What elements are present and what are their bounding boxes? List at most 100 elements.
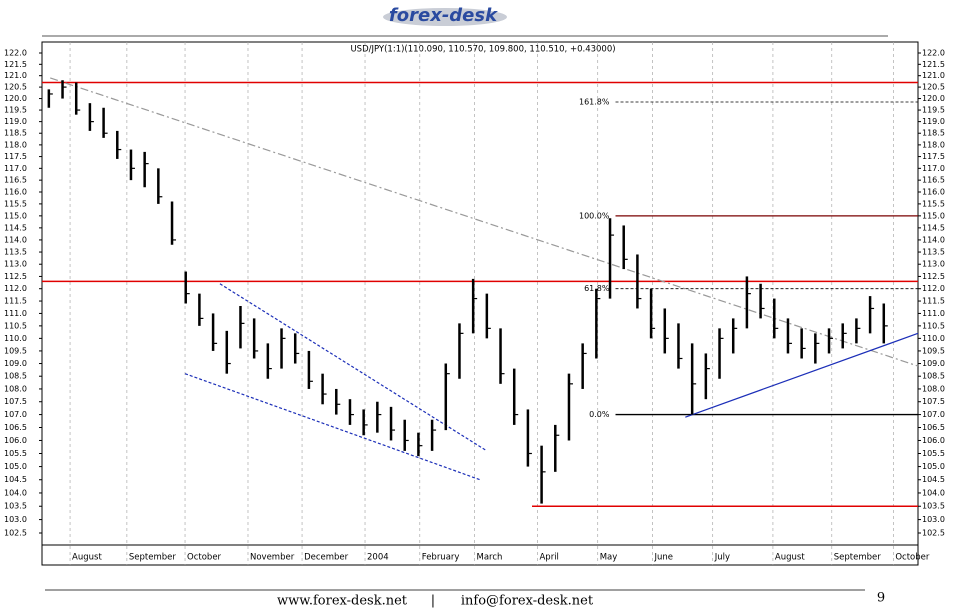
- y-tick-label: 107.0: [4, 410, 27, 419]
- y-tick-label: 113.0: [4, 260, 27, 269]
- fib-label: 0.0%: [589, 410, 610, 419]
- y2-tick-label: 108.5: [922, 372, 945, 381]
- y-tick-label: 108.5: [4, 372, 27, 381]
- y2-tick-label: 113.5: [922, 248, 945, 257]
- y-tick-label: 122.0: [4, 49, 27, 58]
- y-tick-label: 115.0: [4, 211, 27, 220]
- y2-tick-label: 120.5: [922, 83, 945, 92]
- y2-tick-label: 116.5: [922, 176, 945, 185]
- y-tick-label: 106.5: [4, 423, 27, 432]
- x-tick-label: September: [834, 553, 881, 563]
- logo-swoosh: [383, 8, 507, 26]
- y2-tick-label: 105.0: [922, 462, 945, 471]
- y-tick-label: 108.0: [4, 384, 27, 393]
- y-tick-label: 116.0: [4, 187, 27, 196]
- footer-email: info@forex-desk.net: [461, 594, 594, 609]
- x-tick-label: October: [895, 553, 930, 563]
- y2-tick-label: 114.5: [922, 223, 945, 232]
- y2-tick-label: 106.0: [922, 436, 945, 445]
- y-tick-label: 104.0: [4, 488, 27, 497]
- y-tick-label: 107.5: [4, 397, 27, 406]
- trendline: [685, 332, 919, 418]
- y-tick-label: 116.5: [4, 176, 27, 185]
- x-tick-label: March: [477, 553, 503, 563]
- y2-tick-label: 103.5: [922, 502, 945, 511]
- y-tick-label: 120.0: [4, 94, 27, 103]
- y2-tick-label: 117.5: [922, 152, 945, 161]
- footer-separator: |: [431, 594, 435, 609]
- y2-tick-label: 118.5: [922, 129, 945, 138]
- y2-tick-label: 122.0: [922, 49, 945, 58]
- x-tick-label: December: [304, 553, 349, 563]
- x-tick-label: May: [600, 553, 618, 563]
- y2-tick-label: 108.0: [922, 384, 945, 393]
- logo: forex-desk: [389, 5, 498, 26]
- x-tick-label: August: [775, 553, 805, 563]
- y-tick-label: 105.0: [4, 462, 27, 471]
- x-tick-label: October: [187, 553, 222, 563]
- footer-website: www.forex-desk.net: [277, 594, 408, 609]
- y-tick-label: 112.5: [4, 272, 27, 281]
- y2-tick-label: 117.0: [922, 164, 945, 173]
- y2-tick-label: 115.5: [922, 199, 945, 208]
- y2-tick-label: 113.0: [922, 260, 945, 269]
- y2-tick-label: 107.0: [922, 410, 945, 419]
- y2-tick-label: 105.5: [922, 449, 945, 458]
- y2-tick-label: 112.5: [922, 272, 945, 281]
- y-tick-label: 121.0: [4, 71, 27, 80]
- y2-tick-label: 109.5: [922, 346, 945, 355]
- y2-tick-label: 107.5: [922, 397, 945, 406]
- y2-tick-label: 111.0: [922, 309, 945, 318]
- y-tick-label: 103.5: [4, 502, 27, 511]
- y-tick-label: 105.5: [4, 449, 27, 458]
- y2-tick-label: 102.5: [922, 529, 945, 538]
- x-tick-label: November: [250, 553, 295, 563]
- x-tick-label: August: [72, 553, 102, 563]
- y2-tick-label: 121.5: [922, 60, 945, 69]
- y-tick-label: 111.0: [4, 309, 27, 318]
- y2-tick-label: 104.5: [922, 475, 945, 484]
- fib-label: 100.0%: [579, 211, 610, 220]
- y-tick-label: 110.5: [4, 321, 27, 330]
- x-tick-label: April: [539, 553, 558, 563]
- y-tick-label: 119.5: [4, 106, 27, 115]
- y2-tick-label: 119.5: [922, 106, 945, 115]
- y2-tick-label: 112.0: [922, 284, 945, 293]
- y-tick-label: 102.5: [4, 529, 27, 538]
- y2-tick-label: 103.0: [922, 515, 945, 524]
- y-tick-label: 104.5: [4, 475, 27, 484]
- y-tick-label: 109.0: [4, 359, 27, 368]
- y2-tick-label: 110.5: [922, 321, 945, 330]
- y2-tick-label: 119.0: [922, 117, 945, 126]
- plot-frame: [41, 41, 919, 566]
- y2-tick-label: 104.0: [922, 488, 945, 497]
- y-tick-label: 121.5: [4, 60, 27, 69]
- y2-tick-label: 116.0: [922, 187, 945, 196]
- y2-tick-label: 106.5: [922, 423, 945, 432]
- y-tick-label: 117.5: [4, 152, 27, 161]
- y-tick-label: 112.0: [4, 284, 27, 293]
- fib-label: 161.8%: [579, 98, 610, 107]
- trendline: [184, 373, 481, 481]
- y2-tick-label: 111.5: [922, 297, 945, 306]
- y-tick-label: 118.0: [4, 140, 27, 149]
- y-tick-label: 110.0: [4, 334, 27, 343]
- y2-tick-label: 115.0: [922, 211, 945, 220]
- y-tick-label: 114.5: [4, 223, 27, 232]
- y-tick-label: 120.5: [4, 83, 27, 92]
- x-tick-label: July: [714, 553, 730, 563]
- y-tick-label: 113.5: [4, 248, 27, 257]
- chart-title: USD/JPY(1:1)(110.090, 110.570, 109.800, …: [350, 45, 615, 55]
- x-tick-label: June: [653, 553, 673, 563]
- y-tick-label: 106.0: [4, 436, 27, 445]
- y2-tick-label: 121.0: [922, 71, 945, 80]
- x-tick-label: February: [422, 553, 460, 563]
- y-tick-label: 115.5: [4, 199, 27, 208]
- y2-tick-label: 118.0: [922, 140, 945, 149]
- y-tick-label: 111.5: [4, 297, 27, 306]
- y2-tick-label: 109.0: [922, 359, 945, 368]
- y-tick-label: 118.5: [4, 129, 27, 138]
- y-tick-label: 109.5: [4, 346, 27, 355]
- y-tick-label: 119.0: [4, 117, 27, 126]
